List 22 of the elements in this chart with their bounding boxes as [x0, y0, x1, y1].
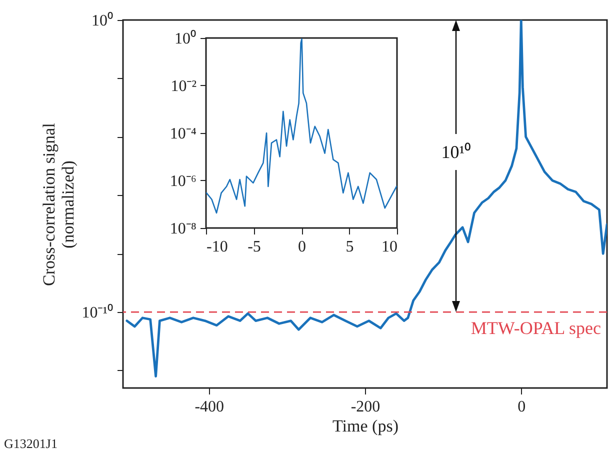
y-tick-label: 10⁻²: [170, 78, 197, 95]
y-axis-title: Cross-correlation signal (normalized): [40, 122, 78, 286]
x-tick-label: -400: [194, 398, 224, 416]
x-tick-label: -5: [248, 238, 261, 256]
x-tick-label: 0: [518, 398, 526, 416]
x-tick-label: -200: [350, 398, 380, 416]
line-series: [206, 38, 397, 214]
text: G13201J1: [4, 436, 58, 452]
x-tick-label: 0: [298, 238, 306, 256]
y-tick-label: 10⁻⁸: [170, 220, 196, 238]
y-tick-label: 10⁰: [92, 12, 114, 30]
y-tick-label: 10⁻⁶: [170, 173, 196, 190]
y-tick-label: 10⁻⁴: [170, 126, 197, 142]
line-series: [126, 20, 607, 378]
y-tick-label: 10⁻¹⁰: [82, 304, 114, 322]
ref-line-label: MTW-OPAL spec: [470, 318, 601, 338]
x-tick-label: 5: [346, 238, 354, 256]
x-tick-label: -10: [206, 238, 228, 256]
annotation: 10¹⁰: [441, 142, 471, 162]
x-axis-title: Time (ps): [332, 416, 398, 436]
x-tick-label: 10: [382, 238, 398, 256]
y-tick-label: 10⁰: [174, 30, 196, 48]
